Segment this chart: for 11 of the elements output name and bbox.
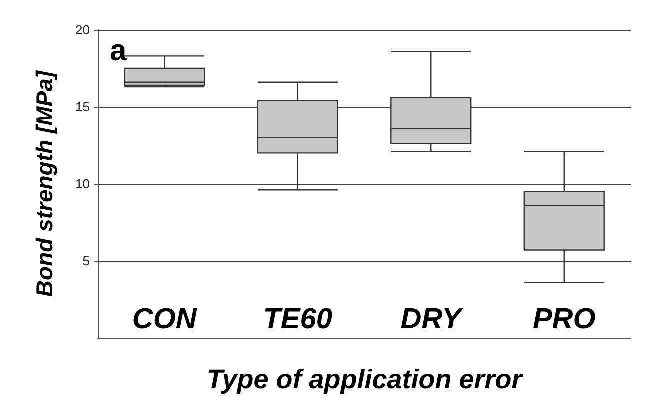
y-tick-label: 15 xyxy=(76,100,90,114)
y-tick-label: 5 xyxy=(82,254,90,268)
x-tick-label: CON xyxy=(132,304,198,336)
x-tick-label: DRY xyxy=(400,304,464,336)
x-tick-label: PRO xyxy=(532,304,596,336)
y-axis-title: Bond strength [MPa] xyxy=(32,70,58,298)
y-tick-label: 10 xyxy=(76,176,90,192)
annotation: a xyxy=(110,34,127,68)
x-tick-label: TE60 xyxy=(263,304,333,336)
x-axis-title: Type of application error xyxy=(206,364,524,394)
y-tick-label: 20 xyxy=(76,22,90,38)
